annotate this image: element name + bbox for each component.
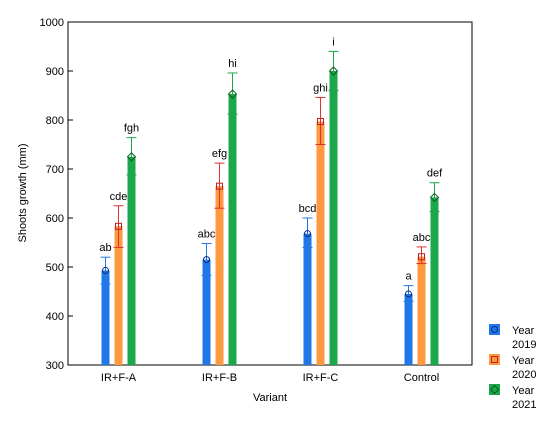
bar	[404, 293, 413, 365]
legend-label-line2: 2019	[512, 339, 536, 351]
mean-marker	[115, 222, 122, 230]
mean-marker	[203, 256, 210, 264]
y-tick-label: 700	[46, 164, 64, 176]
y-tick-label: 600	[46, 213, 64, 225]
bar	[101, 270, 110, 365]
data-label: efg	[212, 148, 227, 160]
bar	[417, 256, 426, 365]
y-tick-label: 800	[46, 115, 64, 127]
mean-marker	[102, 266, 109, 274]
x-axis-label: Variant	[253, 392, 287, 404]
bar	[316, 121, 325, 365]
y-tick-label: 1000	[40, 17, 64, 29]
bar	[303, 233, 312, 365]
data-label: i	[332, 36, 334, 48]
bar	[430, 197, 439, 365]
mean-marker	[227, 89, 238, 99]
legend-label-line1: Year	[512, 385, 535, 397]
legend-label-line2: 2021	[512, 399, 536, 411]
mean-marker	[418, 253, 425, 261]
data-label: cde	[110, 191, 128, 203]
x-axis: IR+F-A IR+F-B IR+F-C Control	[101, 360, 439, 384]
bar	[202, 259, 211, 365]
bar	[127, 156, 136, 365]
data-label: bcd	[299, 203, 317, 215]
data-label: a	[405, 271, 412, 283]
mean-marker	[328, 66, 339, 76]
bar	[114, 226, 123, 365]
legend-label-line2: 2020	[512, 369, 536, 381]
y-tick-label: 300	[46, 360, 64, 372]
data-label: abc	[198, 228, 216, 240]
mean-marker	[216, 182, 223, 190]
data-label: ghi	[313, 82, 328, 94]
mean-marker	[317, 117, 324, 125]
legend-marker	[491, 356, 498, 363]
y-tick-label: 500	[46, 262, 64, 274]
legend-swatch	[489, 354, 500, 365]
x-tick-label: IR+F-C	[303, 372, 339, 384]
data-label: ab	[99, 242, 111, 254]
mean-marker	[126, 152, 137, 162]
y-axis-label: Shoots growth (mm)	[17, 143, 29, 242]
data-label: abc	[413, 232, 431, 244]
x-tick-label: IR+F-A	[101, 372, 137, 384]
legend-marker	[489, 384, 500, 395]
bar-series-group: ab abc bcd a cde efg ghi abc fgh hi i def	[99, 36, 443, 365]
mean-marker	[304, 230, 311, 238]
legend-swatch	[489, 384, 500, 395]
y-tick-label: 400	[46, 311, 64, 323]
data-label: hi	[228, 58, 237, 70]
legend-swatch	[489, 324, 500, 335]
x-tick-label: Control	[404, 372, 439, 384]
bar	[228, 94, 237, 365]
data-label: fgh	[124, 123, 139, 135]
bar	[329, 71, 338, 365]
x-tick-label: IR+F-B	[202, 372, 237, 384]
legend-label-line1: Year	[512, 355, 535, 367]
y-tick-label: 900	[46, 66, 64, 78]
mean-marker	[429, 192, 440, 203]
legend-label-line1: Year	[512, 325, 535, 337]
bar	[215, 186, 224, 365]
legend: Year 2019 Year 2020 Year 2021	[489, 324, 536, 411]
legend-marker	[491, 326, 498, 333]
mean-marker	[405, 290, 412, 298]
y-axis: 300 400 500 600 700 800 900 1000	[40, 17, 73, 372]
data-label: def	[427, 168, 443, 180]
